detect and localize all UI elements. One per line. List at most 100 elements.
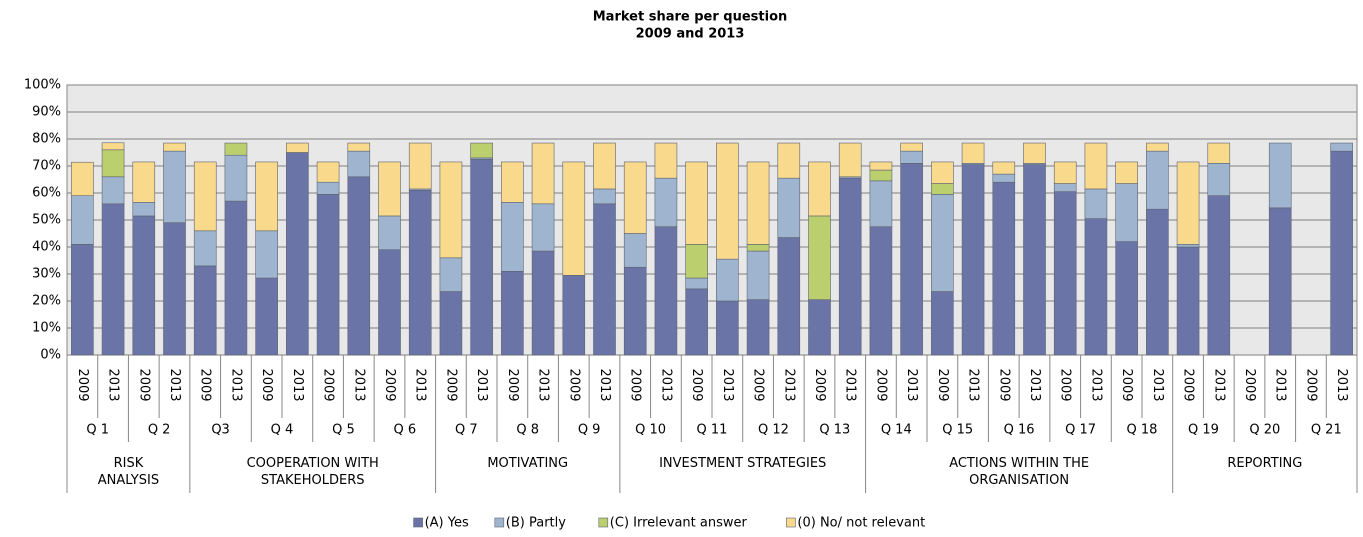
x-tick-label: 2009	[689, 368, 704, 401]
bar-segment	[1084, 142, 1108, 190]
bar-segment	[931, 194, 954, 292]
bar-segment	[1268, 207, 1292, 356]
question-label: Q 21	[1311, 423, 1342, 438]
bar-segment	[593, 203, 616, 356]
x-tick-label: 2013	[536, 368, 551, 401]
x-tick-label: 2013	[1273, 368, 1288, 401]
bar-segment	[71, 195, 94, 245]
x-tick-label: 2013	[167, 368, 182, 401]
bar-segment	[1053, 161, 1077, 184]
question-label: Q 15	[942, 423, 973, 438]
bar-segment	[808, 299, 831, 356]
group-label: REPORTING	[1227, 456, 1303, 471]
x-tick-label: 2009	[751, 368, 766, 401]
bar-segment	[286, 152, 309, 356]
bar-segment	[501, 270, 524, 356]
bar-segment	[777, 142, 801, 179]
bar-segment	[1053, 183, 1077, 192]
bar-segment	[71, 161, 94, 197]
bar-segment	[869, 180, 893, 228]
x-tick-label: 2009	[628, 368, 643, 401]
x-tick-label: 2009	[873, 368, 888, 401]
x-tick-label: 2013	[781, 368, 796, 401]
group-label: MOTIVATING	[487, 456, 569, 471]
bar-segment	[316, 194, 340, 356]
bar-segment	[623, 233, 647, 268]
bar-segment	[71, 244, 94, 356]
bar-segment	[101, 176, 125, 205]
bar-segment	[746, 161, 770, 245]
bar-segment	[961, 142, 985, 164]
bar-segment	[869, 226, 893, 356]
question-label: Q 10	[635, 423, 666, 438]
x-tick-label: 2013	[597, 368, 612, 401]
x-tick-label: 2009	[198, 368, 213, 401]
bar-segment	[101, 203, 125, 356]
x-tick-label: 2013	[1027, 368, 1042, 401]
bar-segment	[1115, 161, 1138, 184]
bar-segment	[900, 142, 923, 152]
y-tick-label: 10%	[32, 321, 61, 336]
x-tick-label: 2013	[1211, 368, 1226, 401]
y-tick-label: 70%	[32, 159, 61, 174]
bar-segment	[1176, 244, 1200, 248]
question-label: Q 20	[1249, 423, 1280, 438]
bar-segment	[1023, 142, 1046, 164]
x-tick-label: 2009	[75, 368, 90, 401]
x-tick-label: 2013	[290, 368, 305, 401]
bar-segment	[869, 169, 893, 182]
bar-segment	[746, 250, 770, 300]
bar-segment	[193, 265, 217, 356]
bar-segment	[439, 161, 463, 259]
legend-swatch	[413, 517, 423, 528]
bar-segment	[1330, 142, 1353, 152]
chart-subtitle: 2009 and 2013	[636, 27, 745, 42]
bar-segment	[347, 142, 371, 152]
bar-segment	[931, 183, 954, 195]
bar-segment	[224, 142, 248, 156]
bar-segment	[593, 188, 616, 205]
bar-segment	[1330, 150, 1353, 356]
bar-segment	[501, 161, 524, 203]
group-label: INVESTMENT STRATEGIES	[659, 456, 827, 471]
x-tick-label: 2009	[1303, 368, 1318, 401]
bar-segment	[716, 300, 739, 356]
x-tick-label: 2013	[1150, 368, 1165, 401]
x-tick-label: 2013	[843, 368, 858, 401]
question-label: Q 7	[455, 423, 478, 438]
bar-segment	[623, 266, 647, 356]
y-tick-label: 80%	[32, 132, 61, 147]
bar-segment	[1115, 241, 1138, 356]
bar-segment	[562, 161, 586, 276]
bar-segment	[378, 249, 401, 356]
bar-segment	[1023, 164, 1046, 356]
x-tick-label: 2013	[228, 368, 243, 401]
x-tick-label: 2013	[1088, 368, 1103, 401]
x-tick-label: 2013	[413, 368, 428, 401]
x-tick-label: 2009	[1181, 368, 1196, 401]
x-tick-label: 2013	[966, 368, 981, 401]
bar-segment	[808, 215, 831, 300]
legend-label: (C) Irrelevant answer	[610, 516, 748, 531]
question-label: Q 12	[758, 423, 789, 438]
bar-segment	[470, 142, 493, 159]
bar-segment	[531, 203, 555, 252]
question-label: Q 13	[819, 423, 850, 438]
bar-segment	[808, 161, 831, 217]
bar-segment	[1053, 191, 1077, 356]
bar-segment	[378, 215, 401, 250]
bar-segment	[685, 277, 708, 290]
x-tick-label: 2009	[1058, 368, 1073, 401]
x-tick-label: 2009	[935, 368, 950, 401]
bar-segment	[716, 142, 739, 260]
bar-segment	[132, 215, 156, 356]
bar-segment	[1207, 142, 1231, 164]
legend-swatch	[494, 517, 505, 528]
bar-segment	[746, 299, 770, 356]
bar-segment	[347, 176, 371, 356]
x-tick-label: 2009	[321, 368, 336, 401]
y-tick-label: 100%	[24, 78, 61, 93]
bar-segment	[470, 158, 493, 356]
question-label: Q 11	[697, 423, 728, 438]
bar-segment	[931, 161, 954, 184]
